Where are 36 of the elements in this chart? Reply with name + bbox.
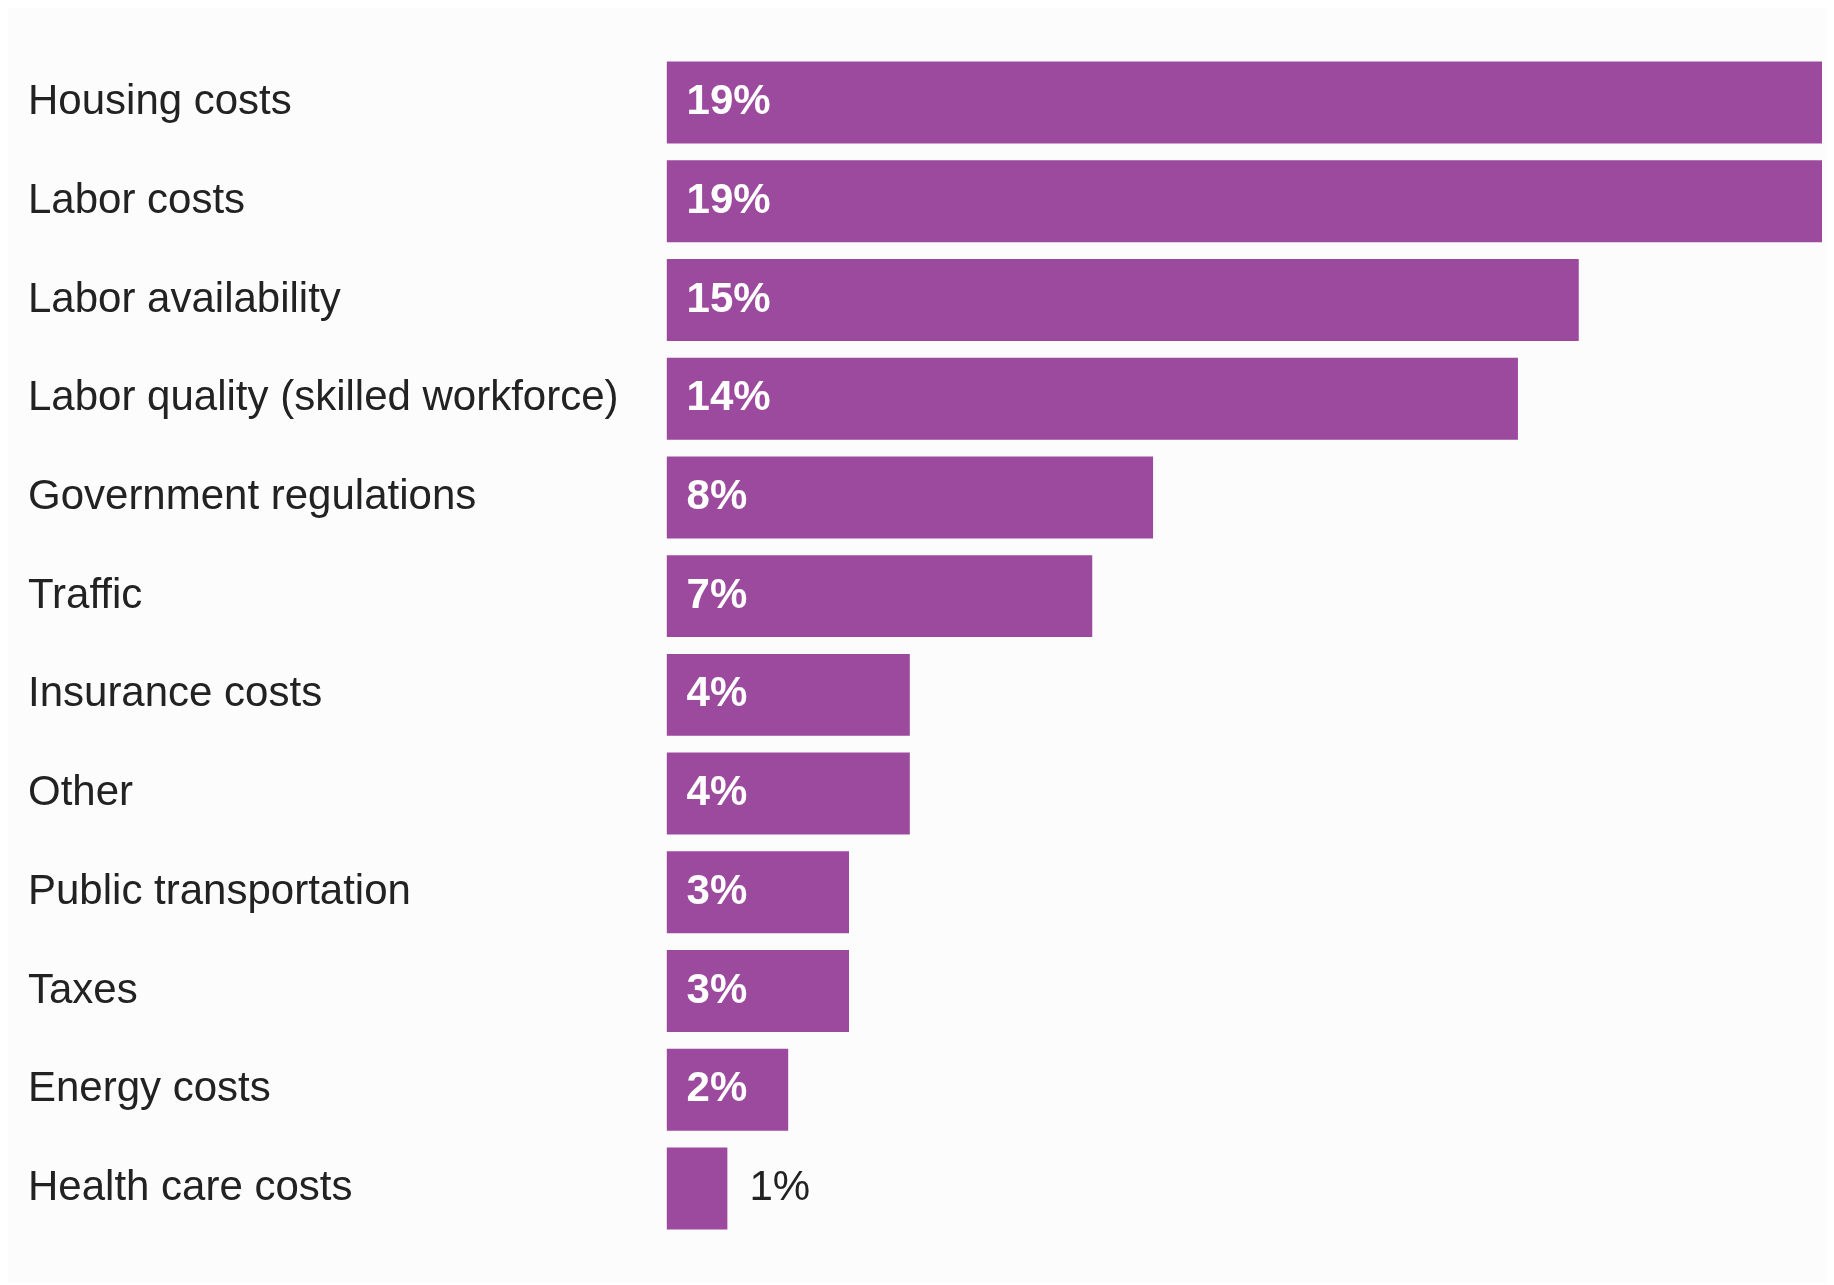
y-tick-label: Labor costs [28, 174, 246, 222]
data-label: 2% [686, 1063, 748, 1111]
y-tick-label: Labor availability [28, 273, 341, 321]
bar [666, 160, 1822, 243]
y-tick-label: Government regulations [28, 471, 477, 518]
data-label: 3% [686, 865, 748, 913]
bar [666, 61, 1822, 144]
y-tick-label: Other [28, 767, 134, 815]
bar [666, 950, 849, 1032]
y-tick-label: Energy costs [28, 1063, 271, 1111]
y-tick-label: Public transportation [28, 865, 411, 913]
bar [666, 752, 910, 835]
data-label: 19% [686, 174, 771, 222]
bar [666, 259, 1579, 341]
bar [666, 1048, 789, 1131]
data-label: 3% [686, 964, 748, 1012]
y-tick-label: Insurance costs [28, 668, 323, 716]
y-tick-label: Labor quality (skilled workforce) [28, 372, 619, 420]
bar [666, 851, 849, 934]
bar [666, 555, 1093, 638]
data-label: 14% [686, 372, 771, 420]
data-label: 19% [686, 76, 771, 124]
bar [666, 653, 910, 736]
data-label: 15% [686, 273, 771, 321]
bar [666, 456, 1154, 539]
data-label: 4% [686, 767, 748, 815]
bar [666, 357, 1518, 440]
y-tick-label: Health care costs [28, 1162, 353, 1210]
y-tick-label: Taxes [28, 964, 138, 1012]
y-tick-label: Traffic [28, 569, 143, 617]
data-label: 8% [686, 471, 748, 518]
data-label: 1% [749, 1162, 811, 1210]
data-label: 7% [686, 569, 748, 617]
data-label: 4% [686, 668, 748, 716]
y-tick-label: Housing costs [28, 76, 292, 124]
bar [666, 1147, 728, 1230]
